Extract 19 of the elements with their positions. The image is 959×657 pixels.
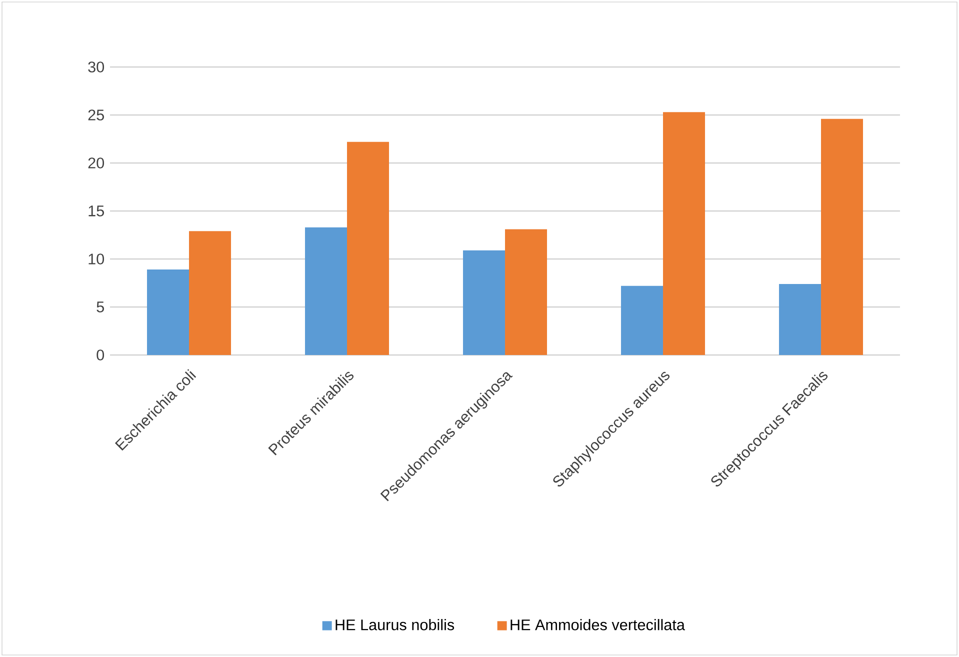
y-tick-label: 5: [96, 302, 104, 312]
bar: [147, 270, 190, 356]
y-tick-label: 10: [88, 254, 104, 264]
y-tick-label: 0: [96, 350, 104, 360]
y-tick-label: 20: [88, 158, 104, 168]
bar: [305, 227, 348, 356]
legend-label: HE Ammoides vertecillata: [510, 619, 685, 630]
y-tick-label: 30: [88, 62, 104, 72]
bar: [779, 284, 822, 356]
y-tick-label: 25: [88, 110, 104, 120]
bar: [663, 112, 706, 356]
bar: [505, 229, 548, 356]
bar: [821, 118, 864, 356]
legend-label: HE Laurus nobilis: [336, 619, 454, 630]
bar: [347, 142, 390, 356]
bar: [621, 286, 664, 356]
bar: [463, 250, 506, 356]
bar: [189, 231, 232, 356]
y-tick-label: 15: [88, 206, 104, 216]
